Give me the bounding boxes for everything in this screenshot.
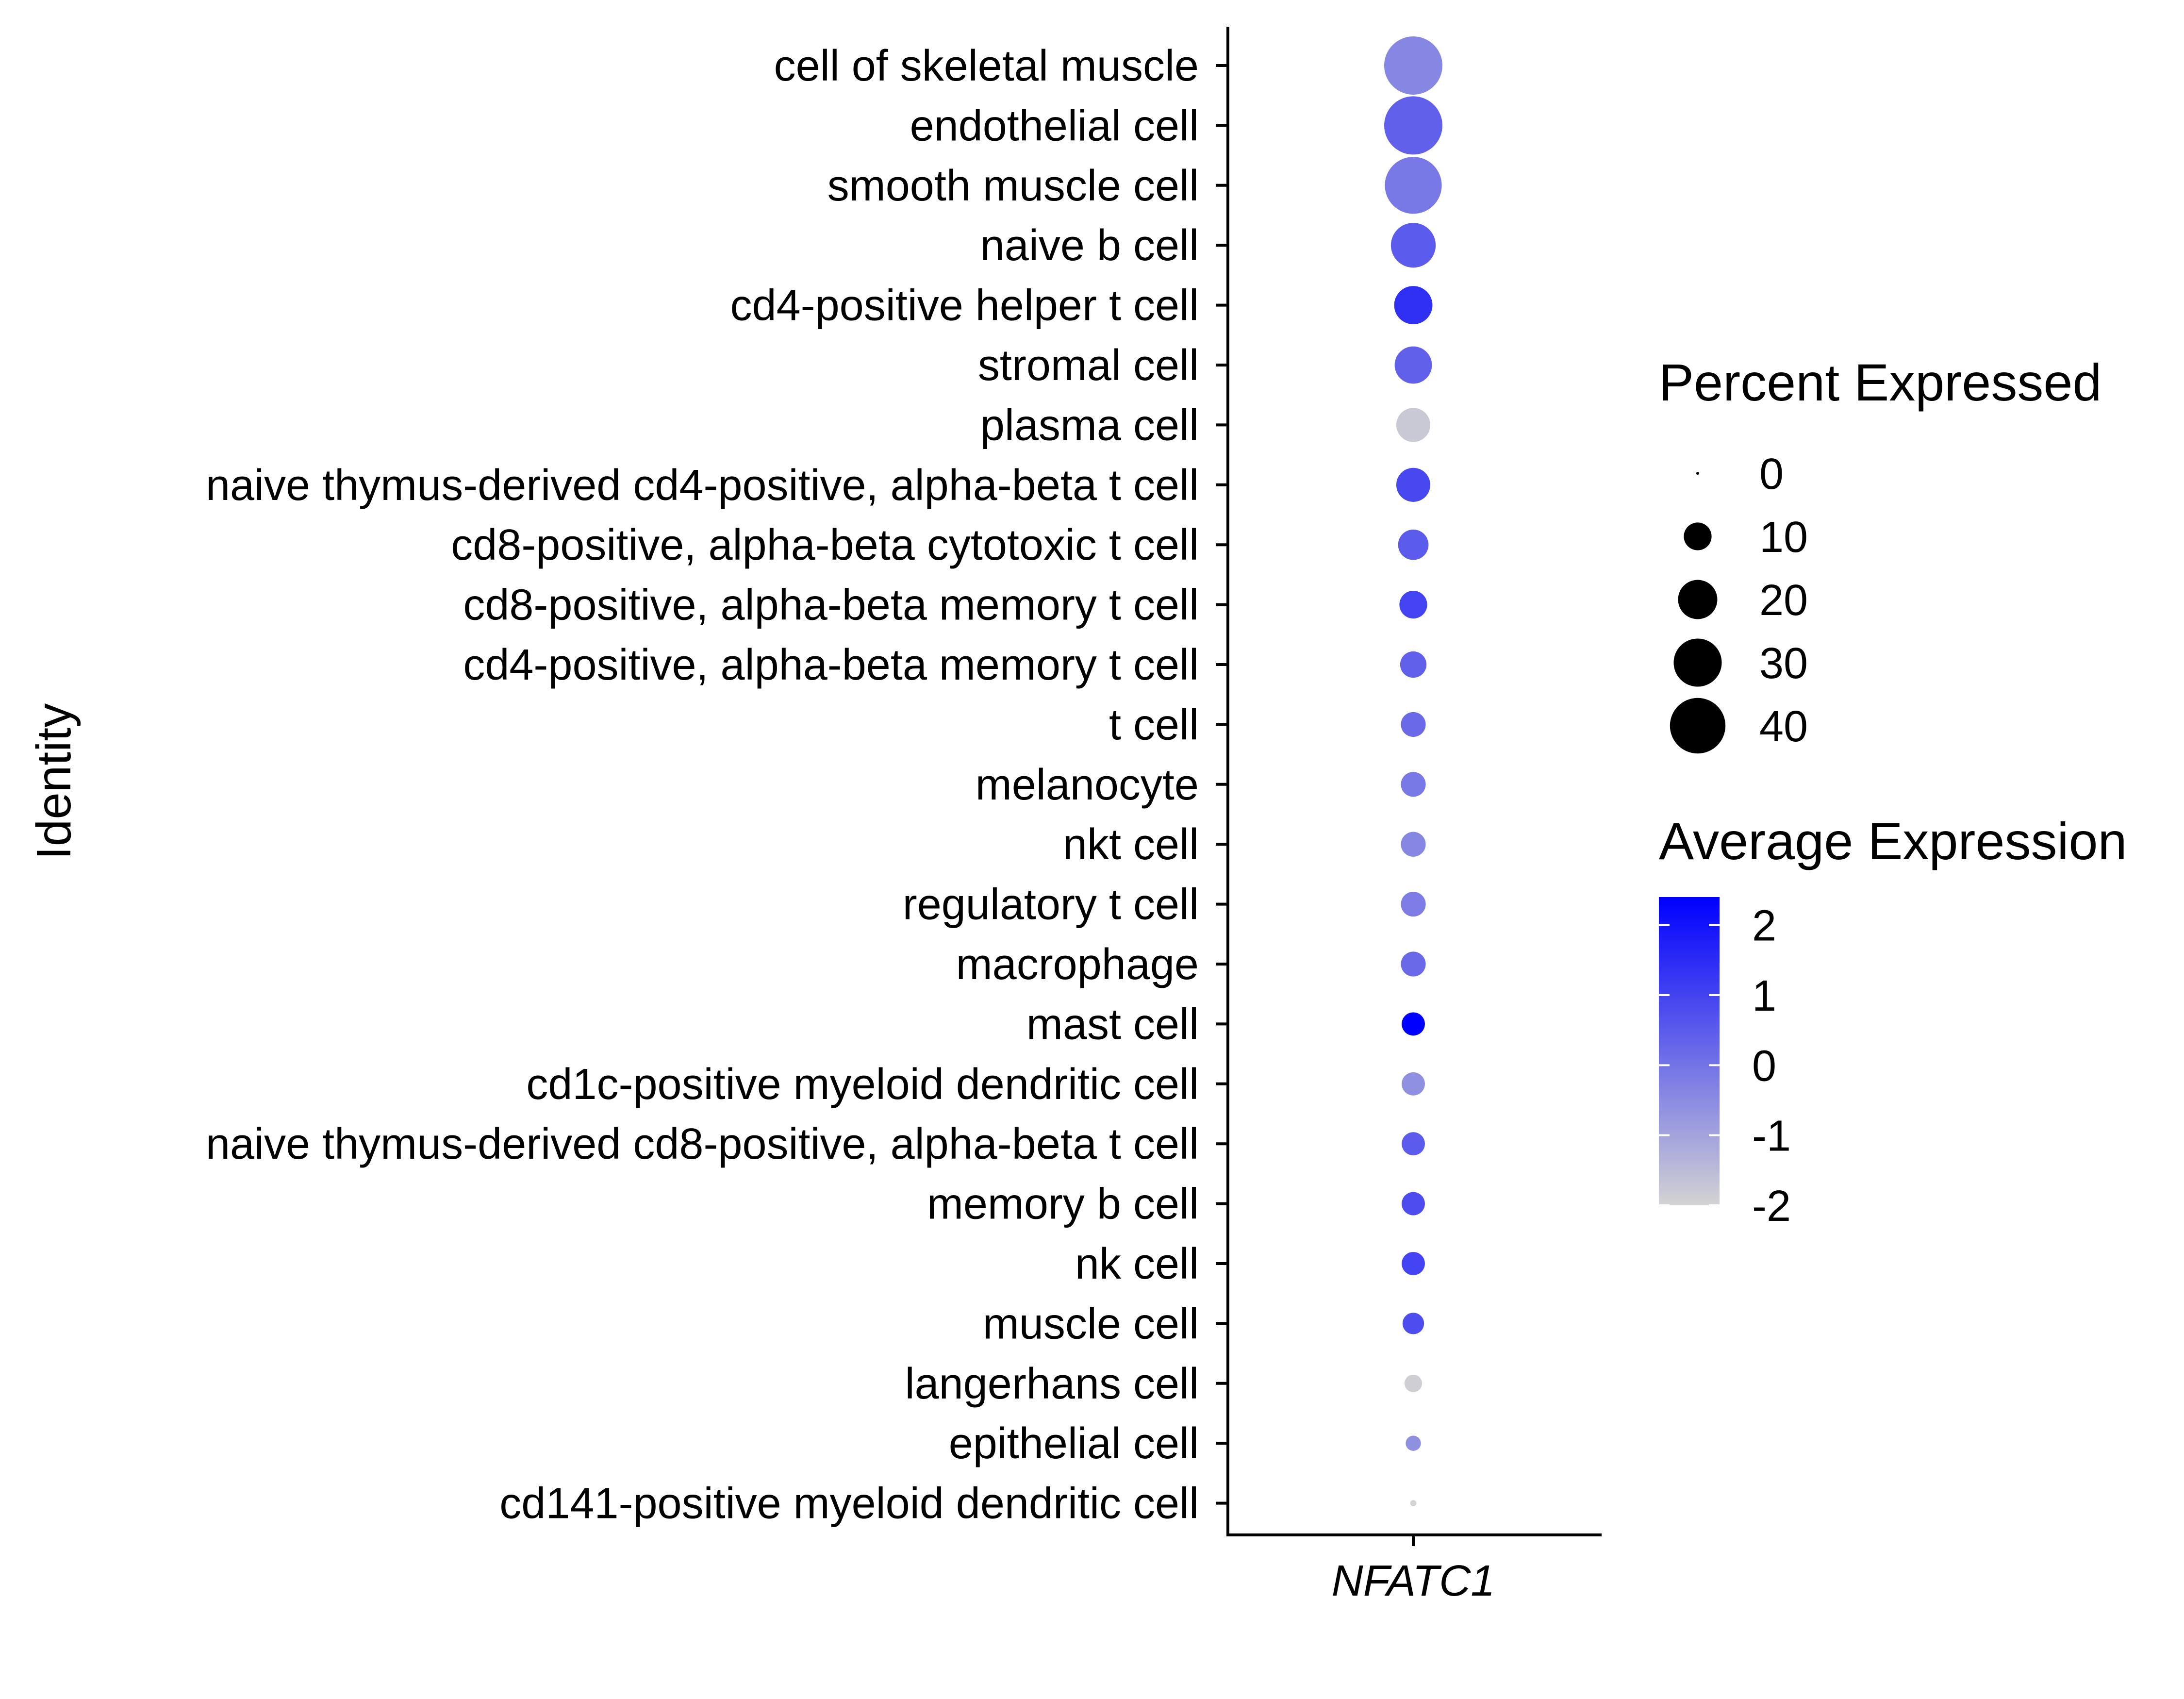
y-tick-label: epithelial cell (949, 1419, 1199, 1468)
color-legend-label: 1 (1752, 972, 1776, 1020)
color-legend-label: -2 (1752, 1182, 1791, 1231)
color-legend-title: Average Expression (1659, 812, 2127, 870)
y-tick-label: cd8-positive, alpha-beta cytotoxic t cel… (451, 521, 1199, 569)
y-tick-label: naive thymus-derived cd4-positive, alpha… (206, 461, 1199, 510)
size-legend-label: 30 (1759, 639, 1808, 688)
expression-dot (1384, 96, 1442, 155)
y-tick-label: cd8-positive, alpha-beta memory t cell (463, 581, 1199, 630)
y-tick-label: t cell (1109, 700, 1199, 749)
expression-dot (1394, 286, 1433, 325)
y-tick-label: smooth muscle cell (827, 162, 1199, 210)
y-tick-label: memory b cell (927, 1180, 1199, 1229)
expression-dot (1402, 1132, 1425, 1156)
size-legend-dot (1673, 638, 1722, 687)
expression-dot (1396, 408, 1431, 442)
expression-dot (1410, 1500, 1417, 1506)
expression-dot (1402, 1252, 1425, 1275)
y-tick-label: endothelial cell (910, 101, 1199, 150)
y-tick-label: nk cell (1075, 1240, 1199, 1288)
x-tick-label: NFATC1 (1332, 1557, 1495, 1605)
y-tick-label: cd4-positive, alpha-beta memory t cell (463, 641, 1199, 689)
expression-dot (1394, 346, 1432, 384)
y-tick-label: macrophage (956, 940, 1199, 989)
expression-dot (1402, 1192, 1425, 1216)
color-legend-label: 2 (1752, 902, 1776, 950)
expression-dot (1400, 651, 1427, 678)
y-tick-label: regulatory t cell (903, 881, 1199, 929)
y-tick-label: melanocyte (976, 761, 1199, 809)
size-legend-dot (1678, 580, 1718, 619)
size-legend-dot (1684, 522, 1712, 550)
size-legend-label: 20 (1759, 576, 1808, 625)
expression-dot (1390, 223, 1436, 268)
expression-dot (1406, 1435, 1421, 1451)
y-tick-label: muscle cell (983, 1299, 1199, 1348)
expression-dot (1399, 590, 1427, 619)
expression-dot (1401, 832, 1426, 857)
color-legend-label: 0 (1752, 1042, 1776, 1090)
size-legend-label: 10 (1759, 513, 1808, 562)
y-tick-label: mast cell (1026, 1000, 1199, 1049)
expression-dot (1396, 467, 1431, 502)
y-tick-label: cell of skeletal muscle (774, 42, 1199, 90)
y-tick-label: langerhans cell (905, 1360, 1199, 1408)
expression-dot (1402, 1012, 1425, 1036)
y-tick-label: cd1c-positive myeloid dendritic cell (526, 1060, 1199, 1109)
color-legend-bar (1659, 897, 1720, 1205)
y-tick-label: stromal cell (978, 341, 1199, 390)
expression-dot (1384, 36, 1442, 95)
expression-dot (1404, 1374, 1423, 1392)
size-legend-title: Percent Expressed (1659, 353, 2101, 412)
y-tick-label: naive b cell (980, 221, 1199, 270)
size-legend: Percent Expressed 0 10 20 30 40 (1659, 353, 2101, 754)
expression-dot (1398, 529, 1429, 560)
color-legend: Average Expression 2 1 0 -1 -2 (1659, 812, 2127, 1231)
expression-dot (1402, 1072, 1425, 1096)
y-tick-label: cd141-positive myeloid dendritic cell (499, 1480, 1199, 1528)
size-legend-dot (1696, 472, 1699, 475)
y-tick-label: cd4-positive helper t cell (730, 282, 1199, 330)
expression-dot (1401, 892, 1426, 917)
y-axis-title: Identity (27, 703, 81, 860)
expression-dot (1385, 157, 1442, 214)
expression-dot (1401, 772, 1426, 797)
size-legend-label: 0 (1759, 450, 1784, 499)
expression-dot (1401, 951, 1426, 977)
y-tick-label: plasma cell (980, 401, 1199, 450)
expression-dot (1402, 1313, 1424, 1334)
color-legend-label: -1 (1752, 1112, 1791, 1161)
y-tick-label: naive thymus-derived cd8-positive, alpha… (206, 1120, 1199, 1168)
size-legend-dot (1670, 698, 1726, 754)
chart-rows: cell of skeletal muscle endothelial cell s… (206, 36, 1442, 1528)
y-tick-label: nkt cell (1063, 820, 1199, 869)
expression-dot (1401, 712, 1426, 737)
size-legend-label: 40 (1759, 702, 1808, 751)
